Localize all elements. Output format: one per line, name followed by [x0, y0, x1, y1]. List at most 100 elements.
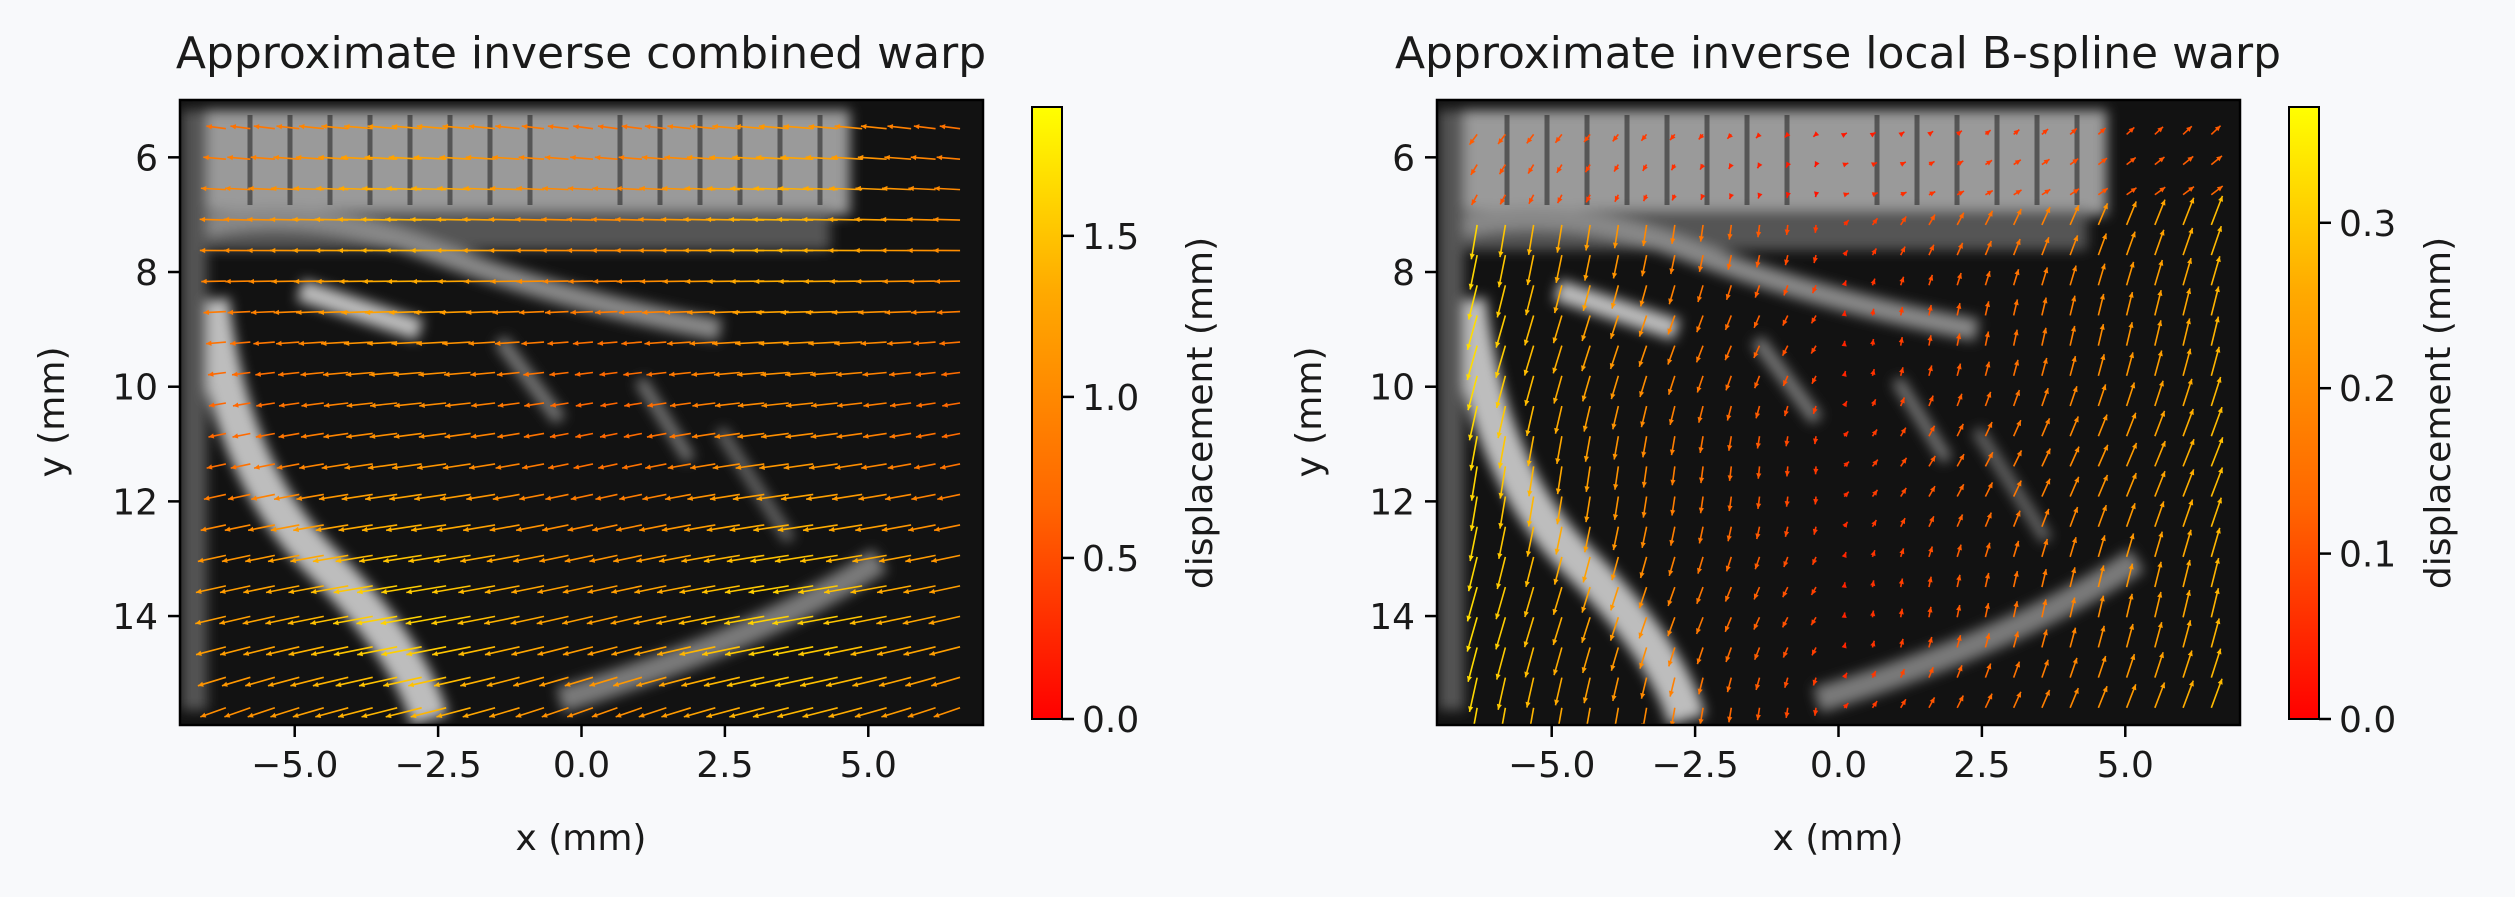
vector-arrowhead [852, 557, 859, 564]
vector-arrowhead [369, 371, 375, 377]
vector-arrowhead [1841, 280, 1847, 287]
vector-arrowhead [1610, 664, 1616, 671]
vector-arrowhead [752, 713, 759, 719]
vector-arrowhead [1842, 672, 1847, 679]
vector-arrowhead [362, 185, 368, 192]
vector-arrowhead [2013, 329, 2019, 336]
vector-arrowhead [929, 588, 936, 594]
vector-arrowhead [564, 681, 571, 687]
vector-arrowhead [2014, 159, 2021, 165]
vector-arrowhead [811, 402, 817, 408]
vector-arrowhead [911, 495, 918, 501]
vector-arrow [798, 585, 838, 594]
vector-arrowhead [760, 371, 767, 377]
vector-arrowhead [406, 589, 413, 595]
vector-arrowhead [1725, 595, 1730, 602]
vector-arrowhead [1528, 197, 1534, 204]
vector-arrowhead [1640, 270, 1646, 277]
vector-arrowhead [488, 247, 495, 254]
vector-arrowhead [2073, 188, 2080, 195]
vector-arrowhead [299, 464, 305, 470]
vector-arrowhead [852, 681, 859, 688]
vector-arrowhead [322, 371, 329, 377]
vector-arrowhead [437, 278, 443, 285]
vector-arrowhead [1955, 130, 1962, 137]
vector-arrowhead [570, 495, 577, 501]
vector-arrow [335, 676, 373, 687]
vector-arrowhead [2129, 157, 2136, 163]
vector-arrowhead [724, 620, 731, 626]
vector-arrowhead [2045, 689, 2050, 696]
vector-arrowhead [562, 619, 568, 625]
vector-arrowhead [386, 278, 393, 285]
vector-arrowhead [335, 682, 342, 688]
vector-arrowhead [929, 650, 936, 656]
vector-arrowhead [1901, 487, 1907, 494]
vector-arrowhead [273, 495, 280, 501]
vector-arrowhead [1467, 585, 1473, 592]
vector-arrowhead [1757, 162, 1763, 169]
vector-arrowhead [777, 526, 784, 533]
vector-arrowhead [1554, 277, 1560, 283]
vector-arrow [1498, 254, 1507, 288]
vector-arrowhead [219, 588, 226, 594]
vector-arrowhead [2131, 684, 2137, 691]
vector-arrowhead [2159, 229, 2165, 236]
vector-arrowhead [801, 216, 808, 223]
vector-arrowhead [463, 185, 469, 192]
vector-arrow [797, 615, 838, 625]
vector-arrowhead [1697, 567, 1703, 574]
vector-arrowhead [276, 124, 283, 130]
vector-arrowhead [1523, 339, 1529, 346]
vector-arrowhead [783, 464, 790, 470]
vector-arrow [265, 615, 300, 625]
vector-arrow [777, 707, 814, 718]
vector-arrowhead [1987, 482, 1993, 489]
vector-arrow [1495, 345, 1507, 378]
vector-arrowhead [1552, 337, 1558, 344]
vector-arrowhead [436, 712, 443, 719]
vector-arrowhead [523, 371, 530, 377]
vector-arrowhead [1900, 518, 1906, 525]
vector-arrowhead [690, 464, 696, 470]
vector-arrowhead [861, 464, 867, 470]
x-tick-label: −2.5 [394, 745, 481, 786]
vector-arrowhead [1785, 191, 1791, 198]
vector-arrowhead [245, 681, 252, 687]
vector-arrow [1586, 707, 1591, 725]
vector-arrowhead [691, 433, 698, 439]
vector-arrowhead [1583, 274, 1589, 281]
vector-arrowhead [1525, 701, 1531, 708]
vector-arrowhead [772, 589, 779, 595]
vector-arrowhead [288, 588, 295, 595]
vector-arrowhead [1524, 671, 1530, 678]
vector-arrowhead [903, 650, 910, 656]
vector-arrowhead [254, 464, 260, 470]
vector-arrowhead [356, 620, 363, 626]
vector-arrowhead [2043, 388, 2049, 395]
vector-arrowhead [292, 712, 299, 718]
vector-arrowhead [1670, 134, 1676, 141]
vector-arrowhead [2187, 378, 2193, 385]
vector-arrowhead [808, 340, 814, 347]
vector-arrowhead [2014, 269, 2020, 276]
vector-arrowhead [2189, 197, 2195, 204]
vector-arrowhead [1898, 131, 1905, 138]
vector-arrowhead [1581, 667, 1587, 673]
vector-arrowhead [1470, 168, 1476, 175]
vector-arrowhead [468, 340, 474, 347]
vector-arrowhead [732, 309, 738, 316]
vector-arrowhead [1985, 271, 1991, 278]
vector-arrowhead [664, 154, 670, 161]
vector-arrowhead [709, 309, 716, 316]
vector-arrow [1495, 647, 1507, 680]
vector-arrowhead [444, 371, 450, 377]
vector-arrowhead [836, 433, 843, 439]
vector-arrowhead [567, 185, 574, 192]
vector-arrow [823, 585, 863, 594]
vector-arrowhead [2186, 559, 2192, 566]
vector-arrow [656, 585, 692, 594]
vector-arrowhead [638, 712, 645, 718]
colorbar: 0.0 0.1 0.2 0.3 displacement (mm) [2288, 106, 2459, 741]
vector-arrowhead [310, 620, 317, 626]
